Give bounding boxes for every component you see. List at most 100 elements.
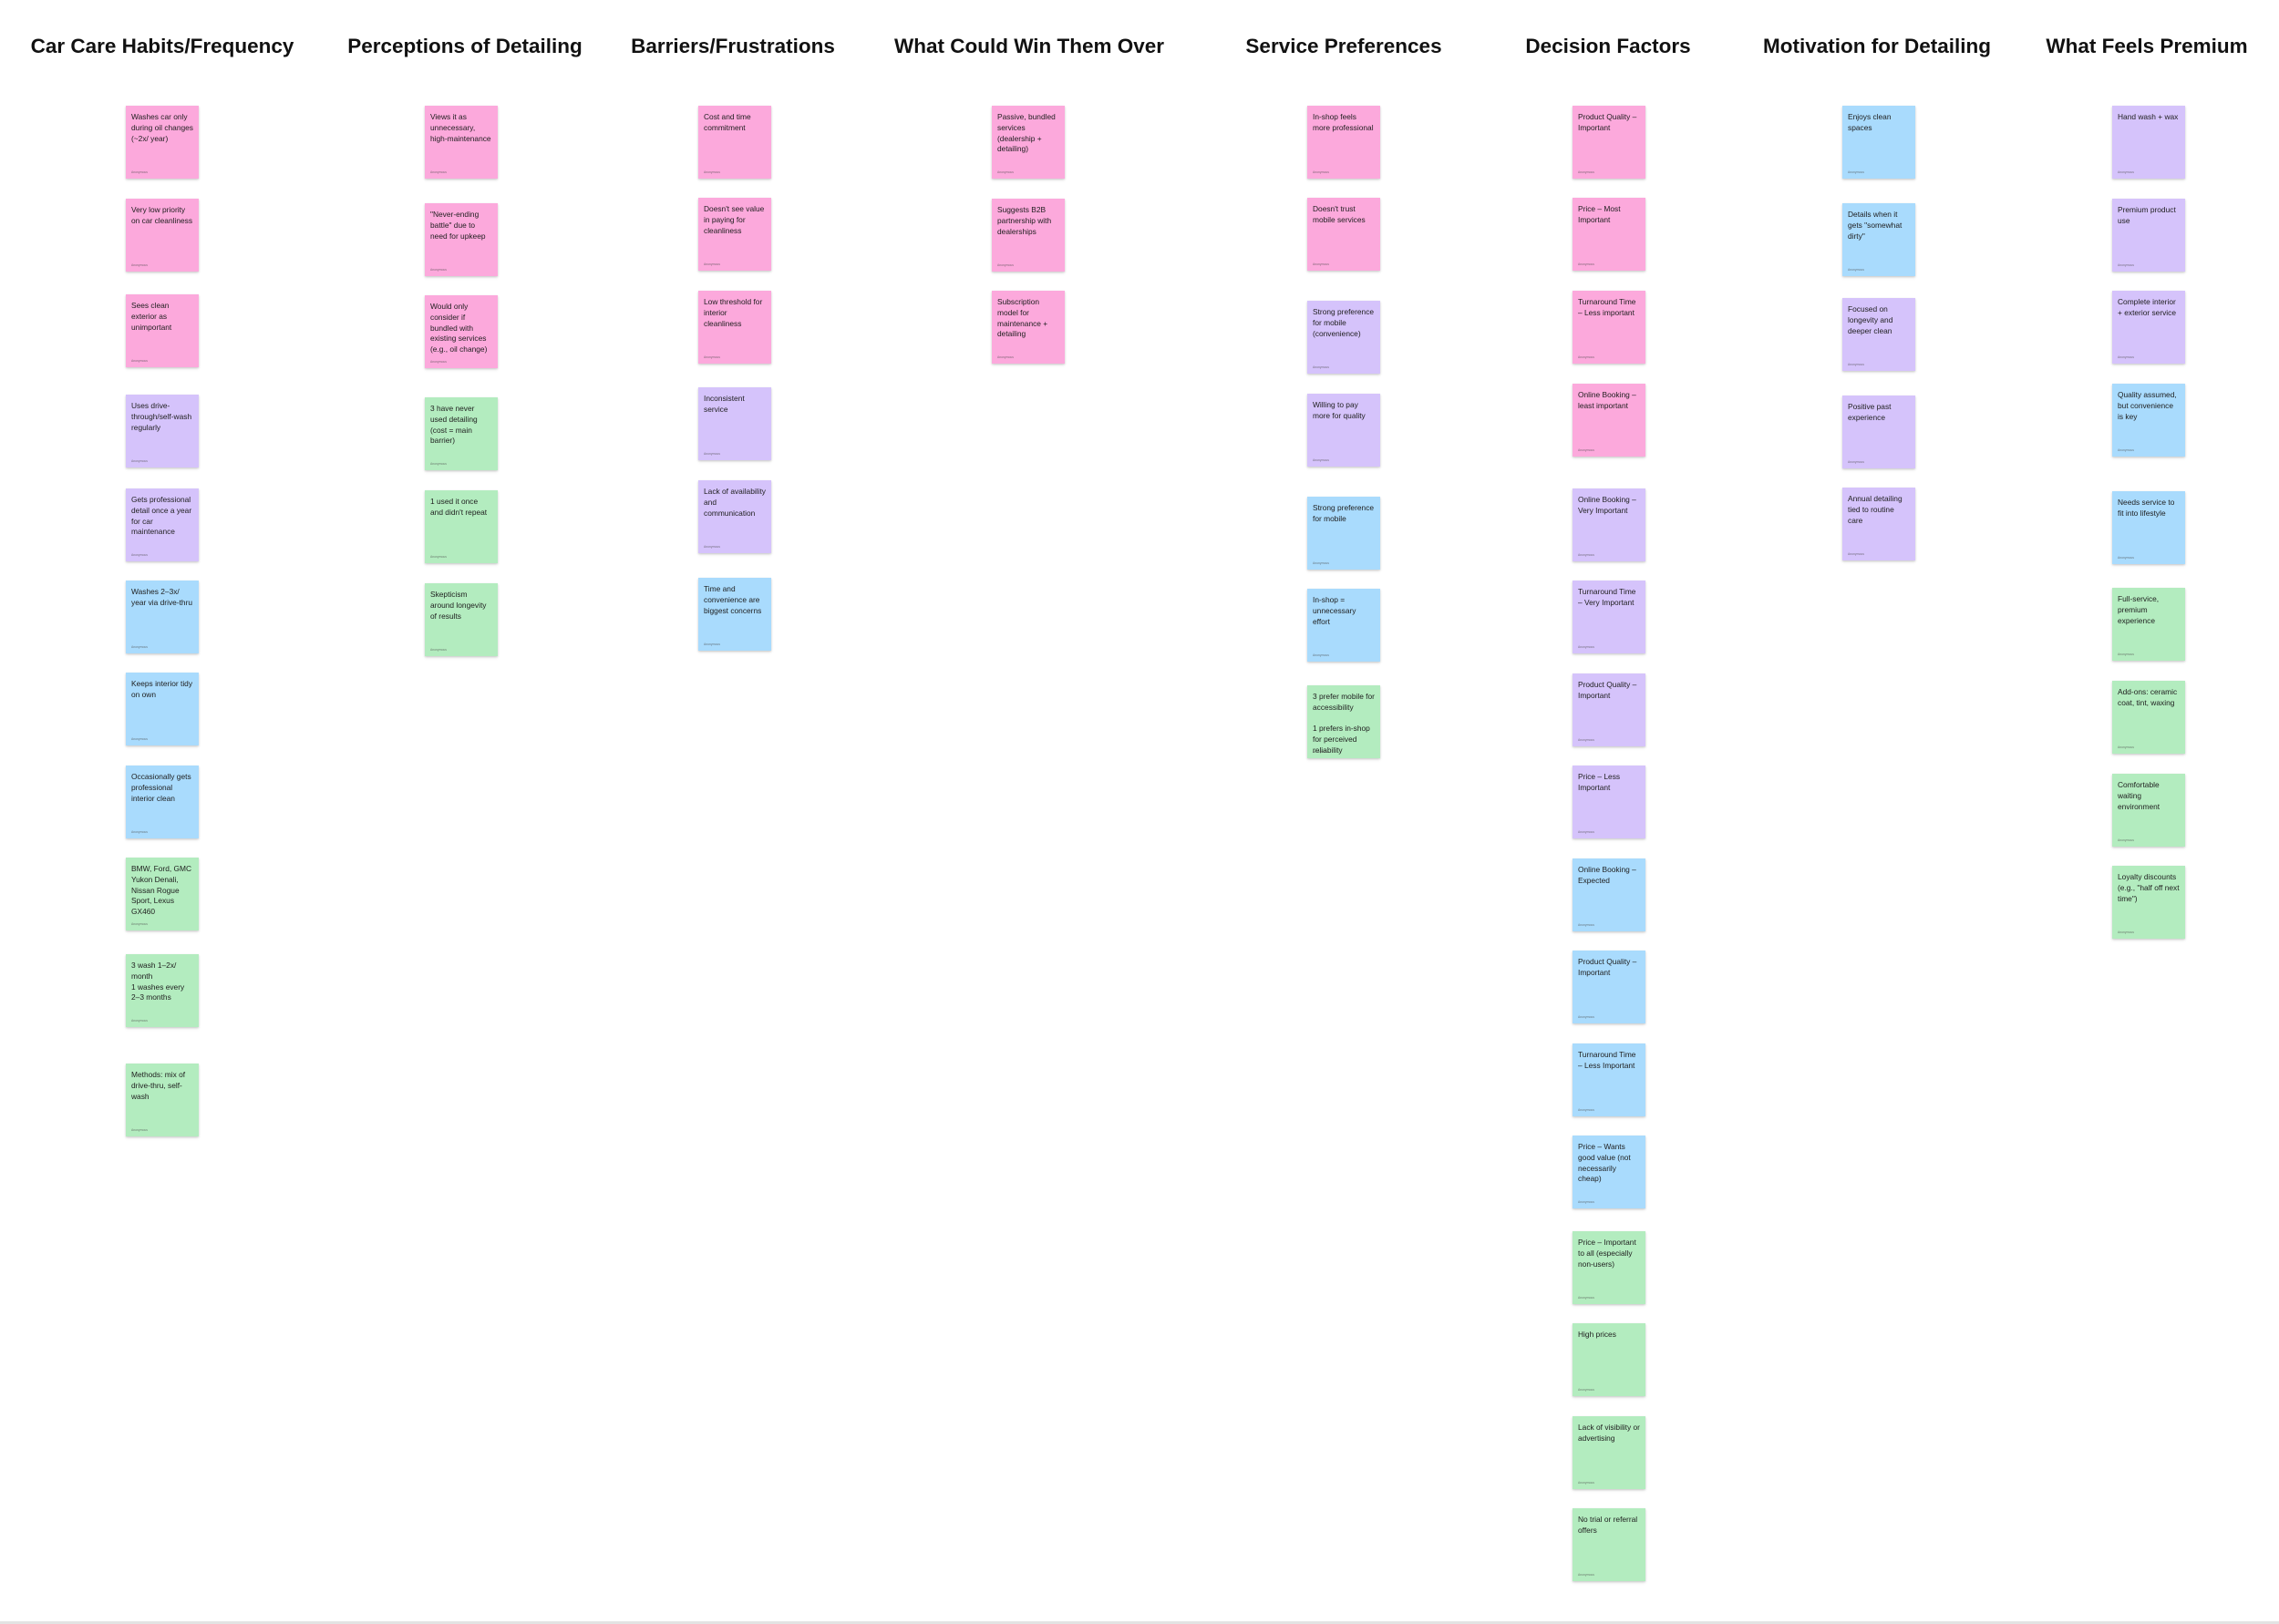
sticky-note[interactable]: Views it as unnecessary, high-maintenanc… — [425, 106, 498, 179]
sticky-note[interactable]: 1 used it once and didn't repeat Anonymou… — [425, 490, 498, 563]
sticky-note[interactable]: Online Booking – least important Anonymou… — [1573, 384, 1645, 457]
sticky-note[interactable]: Inconsistent service Anonymous — [698, 387, 771, 460]
sticky-note[interactable]: Methods: mix of drive-thru, self-wash Ano… — [126, 1064, 199, 1136]
sticky-note-text: Positive past experience — [1848, 402, 1892, 422]
sticky-note[interactable]: Annual detailing tied to routine care Ano… — [1842, 488, 1915, 560]
sticky-note[interactable]: Keeps interior tidy on own Anonymous — [126, 673, 199, 745]
sticky-note-text: Suggests B2B partnership with dealership… — [997, 205, 1052, 236]
sticky-note[interactable]: No trial or referral offers Anonymous — [1573, 1508, 1645, 1581]
sticky-note-author: Anonymous — [1578, 170, 1594, 174]
sticky-note[interactable]: High prices Anonymous — [1573, 1323, 1645, 1396]
sticky-note[interactable]: Online Booking – Very Important Anonymous — [1573, 488, 1645, 561]
sticky-note-text: Views it as unnecessary, high-maintenanc… — [430, 112, 491, 143]
sticky-note[interactable]: Passive, bundled services (dealership + … — [992, 106, 1065, 179]
sticky-note[interactable]: Product Quality – Important Anonymous — [1573, 106, 1645, 179]
sticky-note[interactable]: Turnaround Time – Less Important Anonymou… — [1573, 1043, 1645, 1116]
sticky-note-text: Complete interior + exterior service — [2118, 297, 2176, 317]
sticky-note[interactable]: Turnaround Time – Less important Anonymou… — [1573, 291, 1645, 364]
sticky-note[interactable]: Positive past experience Anonymous — [1842, 396, 1915, 468]
sticky-note[interactable]: Turnaround Time – Very Important Anonymou… — [1573, 581, 1645, 653]
sticky-note-text: Washes car only during oil changes (~2x/… — [131, 112, 193, 143]
sticky-note[interactable]: Gets professional detail once a year for… — [126, 488, 199, 561]
sticky-note-author: Anonymous — [131, 737, 148, 741]
sticky-note-text: Full-service, premium experience — [2118, 594, 2160, 625]
sticky-note[interactable]: Doesn't trust mobile services Anonymous — [1307, 198, 1380, 271]
sticky-note-author: Anonymous — [2118, 745, 2134, 749]
sticky-note[interactable]: Strong preference for mobile Anonymous — [1307, 497, 1380, 570]
sticky-note[interactable]: In-shop feels more professional Anonymous — [1307, 106, 1380, 179]
sticky-note[interactable]: Cost and time commitment Anonymous — [698, 106, 771, 179]
sticky-note[interactable]: Would only consider if bundled with exis… — [425, 295, 498, 368]
sticky-note[interactable]: Enjoys clean spaces Anonymous — [1842, 106, 1915, 179]
sticky-note-text: Very low priority on car cleanliness — [131, 205, 193, 225]
sticky-note[interactable]: Needs service to fit into lifestyle Anony… — [2112, 491, 2185, 564]
sticky-note[interactable]: Time and convenience are biggest concern… — [698, 578, 771, 651]
sticky-note[interactable]: Product Quality – Important Anonymous — [1573, 951, 1645, 1023]
canvas-bottom-edge — [0, 1621, 2279, 1624]
sticky-note[interactable]: "Never-ending battle" due to need for up… — [425, 203, 498, 276]
column-title-perceptions-of-detailing: Perceptions of Detailing — [347, 35, 583, 57]
sticky-note[interactable]: Details when it gets "somewhat dirty" Ano… — [1842, 203, 1915, 276]
sticky-note[interactable]: Full-service, premium experience Anonymou… — [2112, 588, 2185, 661]
sticky-note[interactable]: Hand wash + wax Anonymous — [2112, 106, 2185, 179]
sticky-note-author: Anonymous — [1578, 1296, 1594, 1300]
sticky-note[interactable]: Online Booking – Expected Anonymous — [1573, 858, 1645, 931]
sticky-note-author: Anonymous — [1578, 738, 1594, 742]
sticky-note[interactable]: Washes car only during oil changes (~2x/… — [126, 106, 199, 179]
sticky-note[interactable]: Strong preference for mobile (convenienc… — [1307, 301, 1380, 374]
sticky-note-text: Product Quality – Important — [1578, 957, 1637, 977]
sticky-note[interactable]: Subscription model for maintenance + det… — [992, 291, 1065, 364]
sticky-note-text: Quality assumed, but convenience is key — [2118, 390, 2177, 421]
sticky-note[interactable]: 3 wash 1–2x/ month 1 washes every 2–3 mo… — [126, 954, 199, 1027]
sticky-note[interactable]: Comfortable waiting environment Anonymous — [2112, 774, 2185, 847]
sticky-note-author: Anonymous — [430, 462, 447, 466]
sticky-note[interactable]: Price – Important to all (especially non… — [1573, 1231, 1645, 1304]
column-title-decision-factors: Decision Factors — [1525, 35, 1691, 57]
sticky-note-author: Anonymous — [2118, 838, 2134, 842]
sticky-note[interactable]: Doesn't see value in paying for cleanlin… — [698, 198, 771, 271]
sticky-note-author: Anonymous — [131, 830, 148, 834]
sticky-note[interactable]: 3 prefer mobile for accessibility 1 pref… — [1307, 685, 1380, 758]
sticky-note-text: Hand wash + wax — [2118, 112, 2179, 121]
sticky-note[interactable]: Price – Most Important Anonymous — [1573, 198, 1645, 271]
sticky-note[interactable]: Price – Less Important Anonymous — [1573, 766, 1645, 838]
sticky-note[interactable]: Focused on longevity and deeper clean Ano… — [1842, 298, 1915, 371]
sticky-note-author: Anonymous — [1578, 1015, 1594, 1019]
sticky-note-author: Anonymous — [1848, 363, 1864, 366]
sticky-note[interactable]: Premium product use Anonymous — [2112, 199, 2185, 272]
sticky-note[interactable]: Lack of availability and communication An… — [698, 480, 771, 553]
sticky-note-text: Willing to pay more for quality — [1313, 400, 1366, 420]
sticky-note[interactable]: Quality assumed, but convenience is key A… — [2112, 384, 2185, 457]
sticky-note[interactable]: Willing to pay more for quality Anonymous — [1307, 394, 1380, 467]
sticky-note[interactable]: Loyalty discounts (e.g., "half off next … — [2112, 866, 2185, 939]
sticky-note-author: Anonymous — [131, 263, 148, 267]
sticky-note[interactable]: BMW, Ford, GMC Yukon Denali, Nissan Rogu… — [126, 858, 199, 930]
sticky-note[interactable]: Washes 2–3x/ year via drive-thru Anonymou… — [126, 581, 199, 653]
sticky-note-author: Anonymous — [1848, 552, 1864, 556]
sticky-note[interactable]: Very low priority on car cleanliness Anon… — [126, 199, 199, 272]
sticky-note[interactable]: Skepticism around longevity of results An… — [425, 583, 498, 656]
sticky-note-author: Anonymous — [704, 642, 720, 646]
sticky-note-text: Cost and time commitment — [704, 112, 751, 132]
sticky-note[interactable]: Suggests B2B partnership with dealership… — [992, 199, 1065, 272]
column-title-motivation-for-detailing: Motivation for Detailing — [1763, 35, 1991, 57]
sticky-note[interactable]: Uses drive-through/self-wash regularly An… — [126, 395, 199, 468]
sticky-note[interactable]: Complete interior + exterior service Anon… — [2112, 291, 2185, 364]
sticky-note-author: Anonymous — [1578, 1108, 1594, 1112]
sticky-note[interactable]: 3 have never used detailing (cost = main… — [425, 397, 498, 470]
sticky-note[interactable]: Lack of visibility or advertising Anonymo… — [1573, 1416, 1645, 1489]
sticky-note[interactable]: Product Quality – Important Anonymous — [1573, 673, 1645, 746]
sticky-note[interactable]: Sees clean exterior as unimportant Anonym… — [126, 294, 199, 367]
sticky-note-author: Anonymous — [131, 645, 148, 649]
sticky-note[interactable]: Occasionally gets professional interior … — [126, 766, 199, 838]
sticky-note[interactable]: Low threshold for interior cleanliness An… — [698, 291, 771, 364]
sticky-note-text: Would only consider if bundled with exis… — [430, 302, 488, 355]
sticky-note-text: In-shop feels more professional — [1313, 112, 1374, 132]
sticky-note[interactable]: In-shop = unnecessary effort Anonymous — [1307, 589, 1380, 662]
sticky-note-text: Online Booking – Expected — [1578, 865, 1636, 885]
sticky-note[interactable]: Add-ons: ceramic coat, tint, waxing Anony… — [2112, 681, 2185, 754]
sticky-note[interactable]: Price – Wants good value (not necessaril… — [1573, 1136, 1645, 1208]
sticky-note-author: Anonymous — [131, 170, 148, 174]
sticky-note-author: Anonymous — [430, 170, 447, 174]
